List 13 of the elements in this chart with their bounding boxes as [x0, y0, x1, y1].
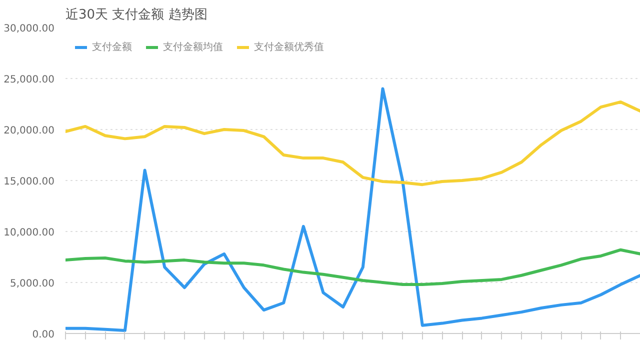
y-tick-label: 20,000.00 [4, 126, 55, 136]
y-tick-label: 25,000.00 [4, 74, 55, 86]
legend-label: 支付金额 [92, 40, 132, 54]
y-tick-label: 5,000.00 [10, 278, 54, 290]
chart-title: 近30天 支付金额 趋势图 [66, 8, 208, 22]
legend-label: 支付金额均值 [163, 40, 223, 54]
line-series [66, 248, 640, 286]
y-tick-label: 30,000.00 [4, 24, 55, 34]
y-tick-label: 0.00 [32, 330, 54, 340]
legend-label: 支付金额优秀值 [254, 40, 324, 54]
y-tick-label: 15,000.00 [4, 176, 55, 188]
line-series [66, 100, 640, 186]
y-tick-label: 10,000.00 [4, 228, 55, 238]
